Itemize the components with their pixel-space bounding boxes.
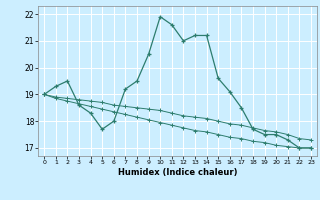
- X-axis label: Humidex (Indice chaleur): Humidex (Indice chaleur): [118, 168, 237, 177]
